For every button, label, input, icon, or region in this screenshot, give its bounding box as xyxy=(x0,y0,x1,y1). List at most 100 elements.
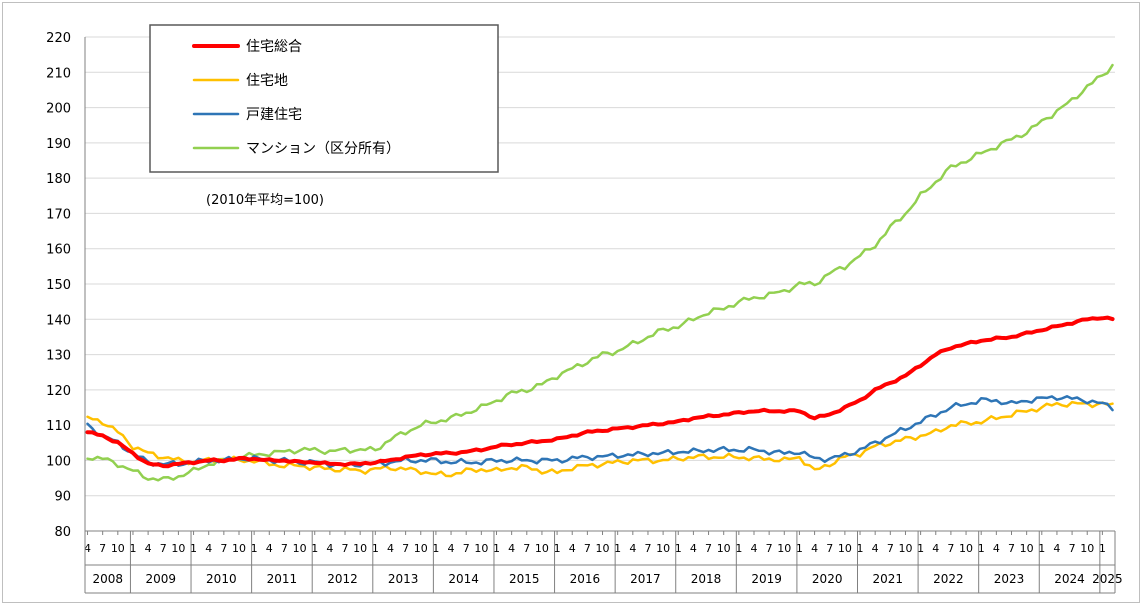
y-tick-label: 220 xyxy=(46,31,71,46)
x-month-label: 7 xyxy=(402,542,409,555)
y-tick-label: 170 xyxy=(46,207,71,222)
x-month-label: 10 xyxy=(717,542,731,555)
x-month-label: 10 xyxy=(111,542,125,555)
x-month-label: 7 xyxy=(887,542,894,555)
x-month-label: 1 xyxy=(372,542,379,555)
x-month-label: 10 xyxy=(596,542,610,555)
x-month-label: 4 xyxy=(993,542,1000,555)
x-month-label: 10 xyxy=(353,542,367,555)
x-month-label: 1 xyxy=(554,542,561,555)
x-month-label: 10 xyxy=(474,542,488,555)
x-year-label: 2025 xyxy=(1092,572,1123,586)
x-year-label: 2022 xyxy=(933,572,964,586)
x-month-label: 10 xyxy=(535,542,549,555)
legend-label: 住宅総合 xyxy=(246,39,302,55)
x-month-label: 1 xyxy=(493,542,500,555)
x-year-label: 2013 xyxy=(388,572,419,586)
y-tick-label: 150 xyxy=(46,278,71,293)
x-year-label: 2014 xyxy=(448,572,479,586)
x-month-label: 10 xyxy=(293,542,307,555)
x-month-label: 4 xyxy=(266,542,273,555)
y-tick-label: 80 xyxy=(54,525,71,540)
x-year-label: 2010 xyxy=(206,572,237,586)
y-tick-label: 180 xyxy=(46,172,71,187)
x-month-label: 10 xyxy=(414,542,428,555)
x-year-label: 2023 xyxy=(994,572,1025,586)
x-month-label: 1 xyxy=(129,542,136,555)
x-month-label: 7 xyxy=(463,542,470,555)
x-month-label: 10 xyxy=(232,542,246,555)
x-month-label: 1 xyxy=(190,542,197,555)
x-month-label: 4 xyxy=(508,542,515,555)
x-month-label: 7 xyxy=(584,542,591,555)
x-month-label: 4 xyxy=(811,542,818,555)
x-year-label: 2015 xyxy=(509,572,540,586)
series-line xyxy=(86,63,1114,482)
x-month-label: 4 xyxy=(84,542,91,555)
x-year-label: 2020 xyxy=(812,572,843,586)
series-line xyxy=(85,315,1115,469)
x-month-label: 4 xyxy=(387,542,394,555)
x-month-label: 1 xyxy=(614,542,621,555)
x-month-label: 7 xyxy=(220,542,227,555)
x-month-label: 4 xyxy=(932,542,939,555)
x-month-label: 10 xyxy=(1080,542,1094,555)
series-line xyxy=(86,400,1114,478)
x-month-label: 4 xyxy=(1053,542,1060,555)
x-month-label: 1 xyxy=(857,542,864,555)
x-month-label: 1 xyxy=(735,542,742,555)
y-tick-label: 130 xyxy=(46,349,71,364)
x-month-label: 4 xyxy=(629,542,636,555)
y-tick-label: 160 xyxy=(46,243,71,258)
x-month-label: 10 xyxy=(777,542,791,555)
x-month-label: 1 xyxy=(251,542,258,555)
y-tick-label: 190 xyxy=(46,137,71,152)
x-month-label: 4 xyxy=(145,542,152,555)
x-month-label: 1 xyxy=(675,542,682,555)
x-month-label: 10 xyxy=(898,542,912,555)
legend-label: 戸建住宅 xyxy=(246,107,302,123)
y-tick-label: 90 xyxy=(54,490,71,505)
x-month-label: 7 xyxy=(1008,542,1015,555)
x-month-label: 1 xyxy=(978,542,985,555)
x-month-label: 7 xyxy=(705,542,712,555)
x-month-label: 4 xyxy=(690,542,697,555)
x-year-label: 2024 xyxy=(1054,572,1085,586)
x-month-label: 7 xyxy=(160,542,167,555)
x-month-label: 10 xyxy=(838,542,852,555)
x-month-label: 4 xyxy=(326,542,333,555)
x-year-label: 2018 xyxy=(691,572,722,586)
x-year-label: 2021 xyxy=(873,572,904,586)
y-tick-label: 120 xyxy=(46,384,71,399)
x-month-label: 10 xyxy=(171,542,185,555)
x-month-label: 4 xyxy=(872,542,879,555)
x-month-label: 10 xyxy=(1020,542,1034,555)
x-month-label: 7 xyxy=(523,542,530,555)
y-tick-label: 110 xyxy=(46,419,71,434)
x-year-label: 2019 xyxy=(751,572,782,586)
x-month-label: 7 xyxy=(342,542,349,555)
legend-label: マンション（区分所有） xyxy=(246,141,400,157)
x-month-label: 1 xyxy=(311,542,318,555)
x-axis: 4 7 10 1 4 7 10 1 4 7 10 1 4 7 10 1 4 7 10 1 4 7 10 1 4 7 10 1 4 7 10 1… xyxy=(84,530,1123,594)
x-month-label: 1 xyxy=(1099,542,1106,555)
base-year-note: (2010年平均=100) xyxy=(206,193,324,208)
y-tick-label: 140 xyxy=(46,313,71,328)
x-month-label: 1 xyxy=(1038,542,1045,555)
x-month-label: 4 xyxy=(448,542,455,555)
y-tick-label: 100 xyxy=(46,454,71,469)
x-month-label: 10 xyxy=(656,542,670,555)
x-month-label: 4 xyxy=(569,542,576,555)
x-month-label: 4 xyxy=(750,542,757,555)
series-lines xyxy=(85,63,1115,482)
x-month-label: 7 xyxy=(99,542,106,555)
x-month-label: 1 xyxy=(917,542,924,555)
x-month-label: 7 xyxy=(281,542,288,555)
x-month-label: 7 xyxy=(644,542,651,555)
x-year-label: 2008 xyxy=(92,572,123,586)
x-year-label: 2017 xyxy=(630,572,661,586)
x-month-label: 7 xyxy=(1069,542,1076,555)
